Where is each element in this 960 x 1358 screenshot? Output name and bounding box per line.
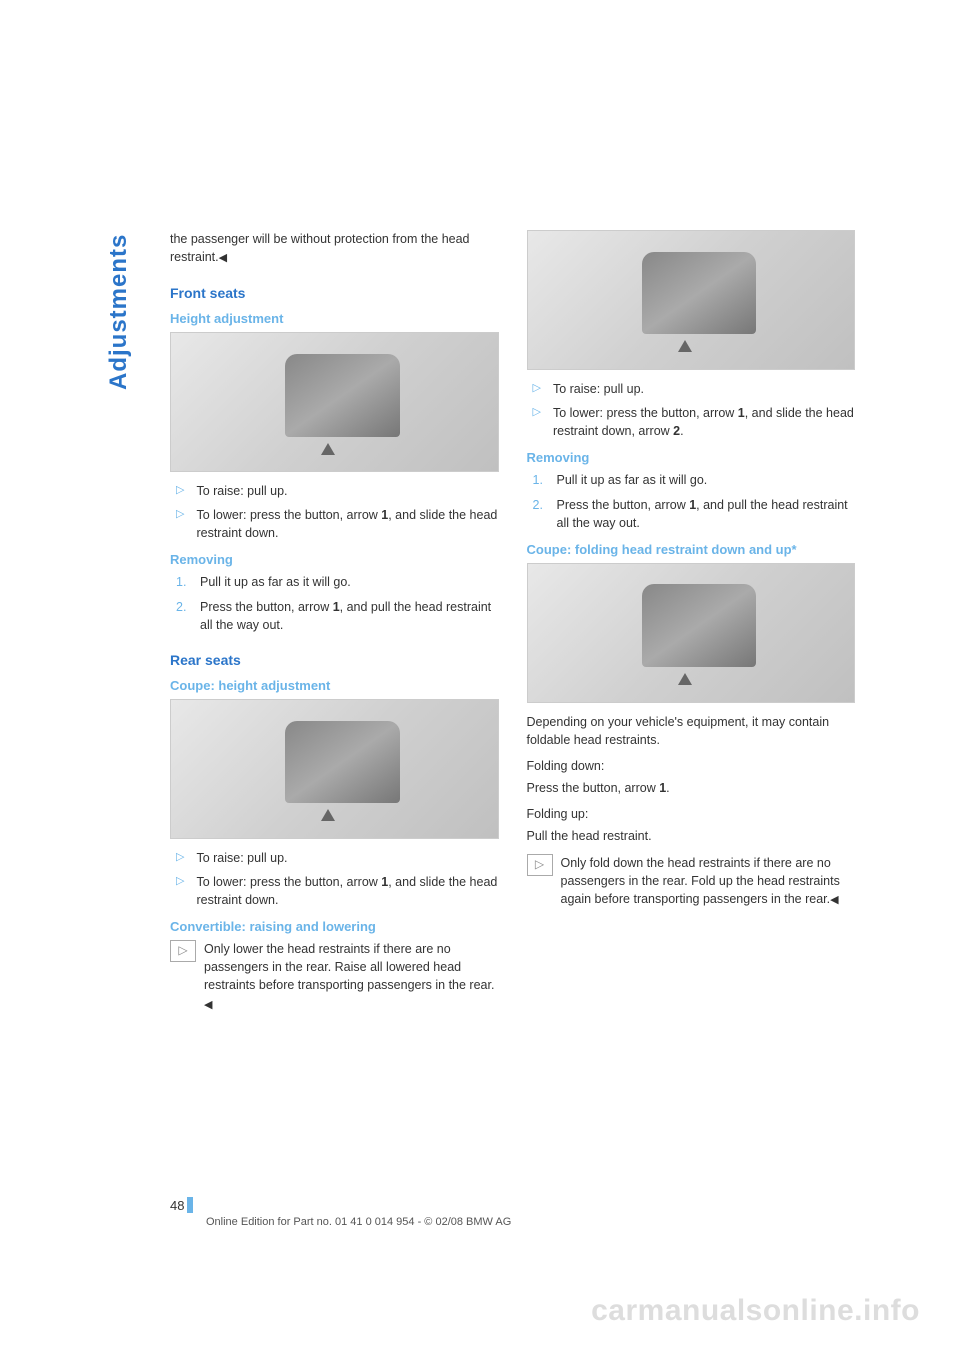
folding-description: Depending on your vehicle's equipment, i… bbox=[527, 713, 856, 749]
right-bullet-list: ▷ To raise: pull up. ▷ To lower: press t… bbox=[527, 380, 856, 440]
heading-folding: Coupe: folding head restraint down and u… bbox=[527, 542, 856, 557]
bold-ref: 1 bbox=[738, 406, 745, 420]
bullet-text: To lower: press the button, arrow 1, and… bbox=[553, 404, 855, 440]
list-item: ▷ To raise: pull up. bbox=[176, 849, 499, 867]
triangle-bullet-icon: ▷ bbox=[176, 849, 184, 867]
bullet-text: To lower: press the button, arrow 1, and… bbox=[196, 506, 498, 542]
list-item: 1. Pull it up as far as it will go. bbox=[176, 573, 499, 591]
end-marker-icon: ◀ bbox=[830, 893, 838, 909]
step-text: Press the button, arrow 1, and pull the … bbox=[200, 598, 499, 634]
note-content: Only fold down the head restraints if th… bbox=[561, 856, 840, 906]
right-removing-steps: 1. Pull it up as far as it will go. 2. P… bbox=[527, 471, 856, 531]
page-content: the passenger will be without protection… bbox=[0, 0, 960, 1078]
warning-icon: ▷ bbox=[170, 940, 196, 962]
text-part: To lower: press the button, arrow bbox=[553, 406, 738, 420]
figure-folding-headrest bbox=[527, 563, 856, 703]
arrow-indicator-icon bbox=[321, 809, 335, 821]
step-number: 2. bbox=[533, 496, 545, 532]
bullet-text: To raise: pull up. bbox=[196, 849, 498, 867]
coupe-bullet-list: ▷ To raise: pull up. ▷ To lower: press t… bbox=[170, 849, 499, 909]
text-part: . bbox=[680, 424, 683, 438]
front-bullet-list: ▷ To raise: pull up. ▷ To lower: press t… bbox=[170, 482, 499, 542]
left-column: the passenger will be without protection… bbox=[170, 230, 499, 1018]
fold-up-label: Folding up: bbox=[527, 805, 856, 823]
intro-line1: the passenger will be without protection… bbox=[170, 232, 417, 246]
heading-removing: Removing bbox=[170, 552, 499, 567]
list-item: ▷ To raise: pull up. bbox=[533, 380, 856, 398]
triangle-bullet-icon: ▷ bbox=[176, 873, 184, 909]
text-part: Press the button, arrow bbox=[200, 600, 333, 614]
list-item: 2. Press the button, arrow 1, and pull t… bbox=[533, 496, 856, 532]
triangle-bullet-icon: ▷ bbox=[176, 506, 184, 542]
bullet-text: To raise: pull up. bbox=[196, 482, 498, 500]
triangle-bullet-icon: ▷ bbox=[533, 380, 541, 398]
text-part: Press the button, arrow bbox=[557, 498, 690, 512]
arrow-indicator-icon bbox=[678, 673, 692, 685]
watermark-text: carmanualsonline.info bbox=[591, 1294, 920, 1328]
heading-coupe-height: Coupe: height adjustment bbox=[170, 678, 499, 693]
figure-convertible-headrest bbox=[527, 230, 856, 370]
triangle-bullet-icon: ▷ bbox=[176, 482, 184, 500]
heading-removing-right: Removing bbox=[527, 450, 856, 465]
heading-height-adjustment: Height adjustment bbox=[170, 311, 499, 326]
warning-note: ▷ Only fold down the head restraints if … bbox=[527, 854, 856, 909]
list-item: 1. Pull it up as far as it will go. bbox=[533, 471, 856, 489]
list-item: ▷ To lower: press the button, arrow 1, a… bbox=[176, 873, 499, 909]
step-number: 1. bbox=[533, 471, 545, 489]
text-part: To lower: press the button, arrow bbox=[196, 508, 381, 522]
bullet-text: To lower: press the button, arrow 1, and… bbox=[196, 873, 498, 909]
triangle-bullet-icon: ▷ bbox=[533, 404, 541, 440]
step-number: 1. bbox=[176, 573, 188, 591]
fold-up-instruction: Pull the head restraint. bbox=[527, 827, 856, 845]
step-text: Pull it up as far as it will go. bbox=[557, 471, 856, 489]
heading-front-seats: Front seats bbox=[170, 285, 499, 301]
end-marker-icon: ◀ bbox=[219, 251, 227, 267]
list-item: ▷ To lower: press the button, arrow 1, a… bbox=[533, 404, 856, 440]
list-item: ▷ To raise: pull up. bbox=[176, 482, 499, 500]
end-marker-icon: ◀ bbox=[204, 998, 212, 1014]
step-text: Press the button, arrow 1, and pull the … bbox=[557, 496, 856, 532]
step-text: Pull it up as far as it will go. bbox=[200, 573, 499, 591]
figure-front-headrest bbox=[170, 332, 499, 472]
footer-edition-text: Online Edition for Part no. 01 41 0 014 … bbox=[170, 1216, 855, 1228]
text-part: Press the button, arrow bbox=[527, 781, 660, 795]
fold-down-instruction: Press the button, arrow 1. bbox=[527, 779, 856, 797]
warning-note: ▷ Only lower the head restraints if ther… bbox=[170, 940, 499, 1013]
page-number-bar-icon bbox=[187, 1197, 193, 1213]
two-column-layout: the passenger will be without protection… bbox=[170, 230, 855, 1018]
warning-text: Only lower the head restraints if there … bbox=[204, 940, 499, 1013]
warning-text: Only fold down the head restraints if th… bbox=[561, 854, 856, 909]
front-removing-steps: 1. Pull it up as far as it will go. 2. P… bbox=[170, 573, 499, 633]
step-number: 2. bbox=[176, 598, 188, 634]
warning-icon: ▷ bbox=[527, 854, 553, 876]
page-number-block: 48 bbox=[170, 1197, 855, 1213]
intro-paragraph: the passenger will be without protection… bbox=[170, 230, 499, 267]
bold-ref: 1 bbox=[333, 600, 340, 614]
page-footer: 48 Online Edition for Part no. 01 41 0 0… bbox=[170, 1197, 855, 1228]
note-content: Only lower the head restraints if there … bbox=[204, 942, 494, 992]
text-part: . bbox=[666, 781, 669, 795]
list-item: ▷ To lower: press the button, arrow 1, a… bbox=[176, 506, 499, 542]
heading-convertible: Convertible: raising and lowering bbox=[170, 919, 499, 934]
text-part: To lower: press the button, arrow bbox=[196, 875, 381, 889]
list-item: 2. Press the button, arrow 1, and pull t… bbox=[176, 598, 499, 634]
fold-down-label: Folding down: bbox=[527, 757, 856, 775]
heading-rear-seats: Rear seats bbox=[170, 652, 499, 668]
right-column: ▷ To raise: pull up. ▷ To lower: press t… bbox=[527, 230, 856, 1018]
arrow-indicator-icon bbox=[678, 340, 692, 352]
page-number: 48 bbox=[170, 1198, 184, 1213]
arrow-indicator-icon bbox=[321, 443, 335, 455]
bullet-text: To raise: pull up. bbox=[553, 380, 855, 398]
figure-coupe-headrest bbox=[170, 699, 499, 839]
